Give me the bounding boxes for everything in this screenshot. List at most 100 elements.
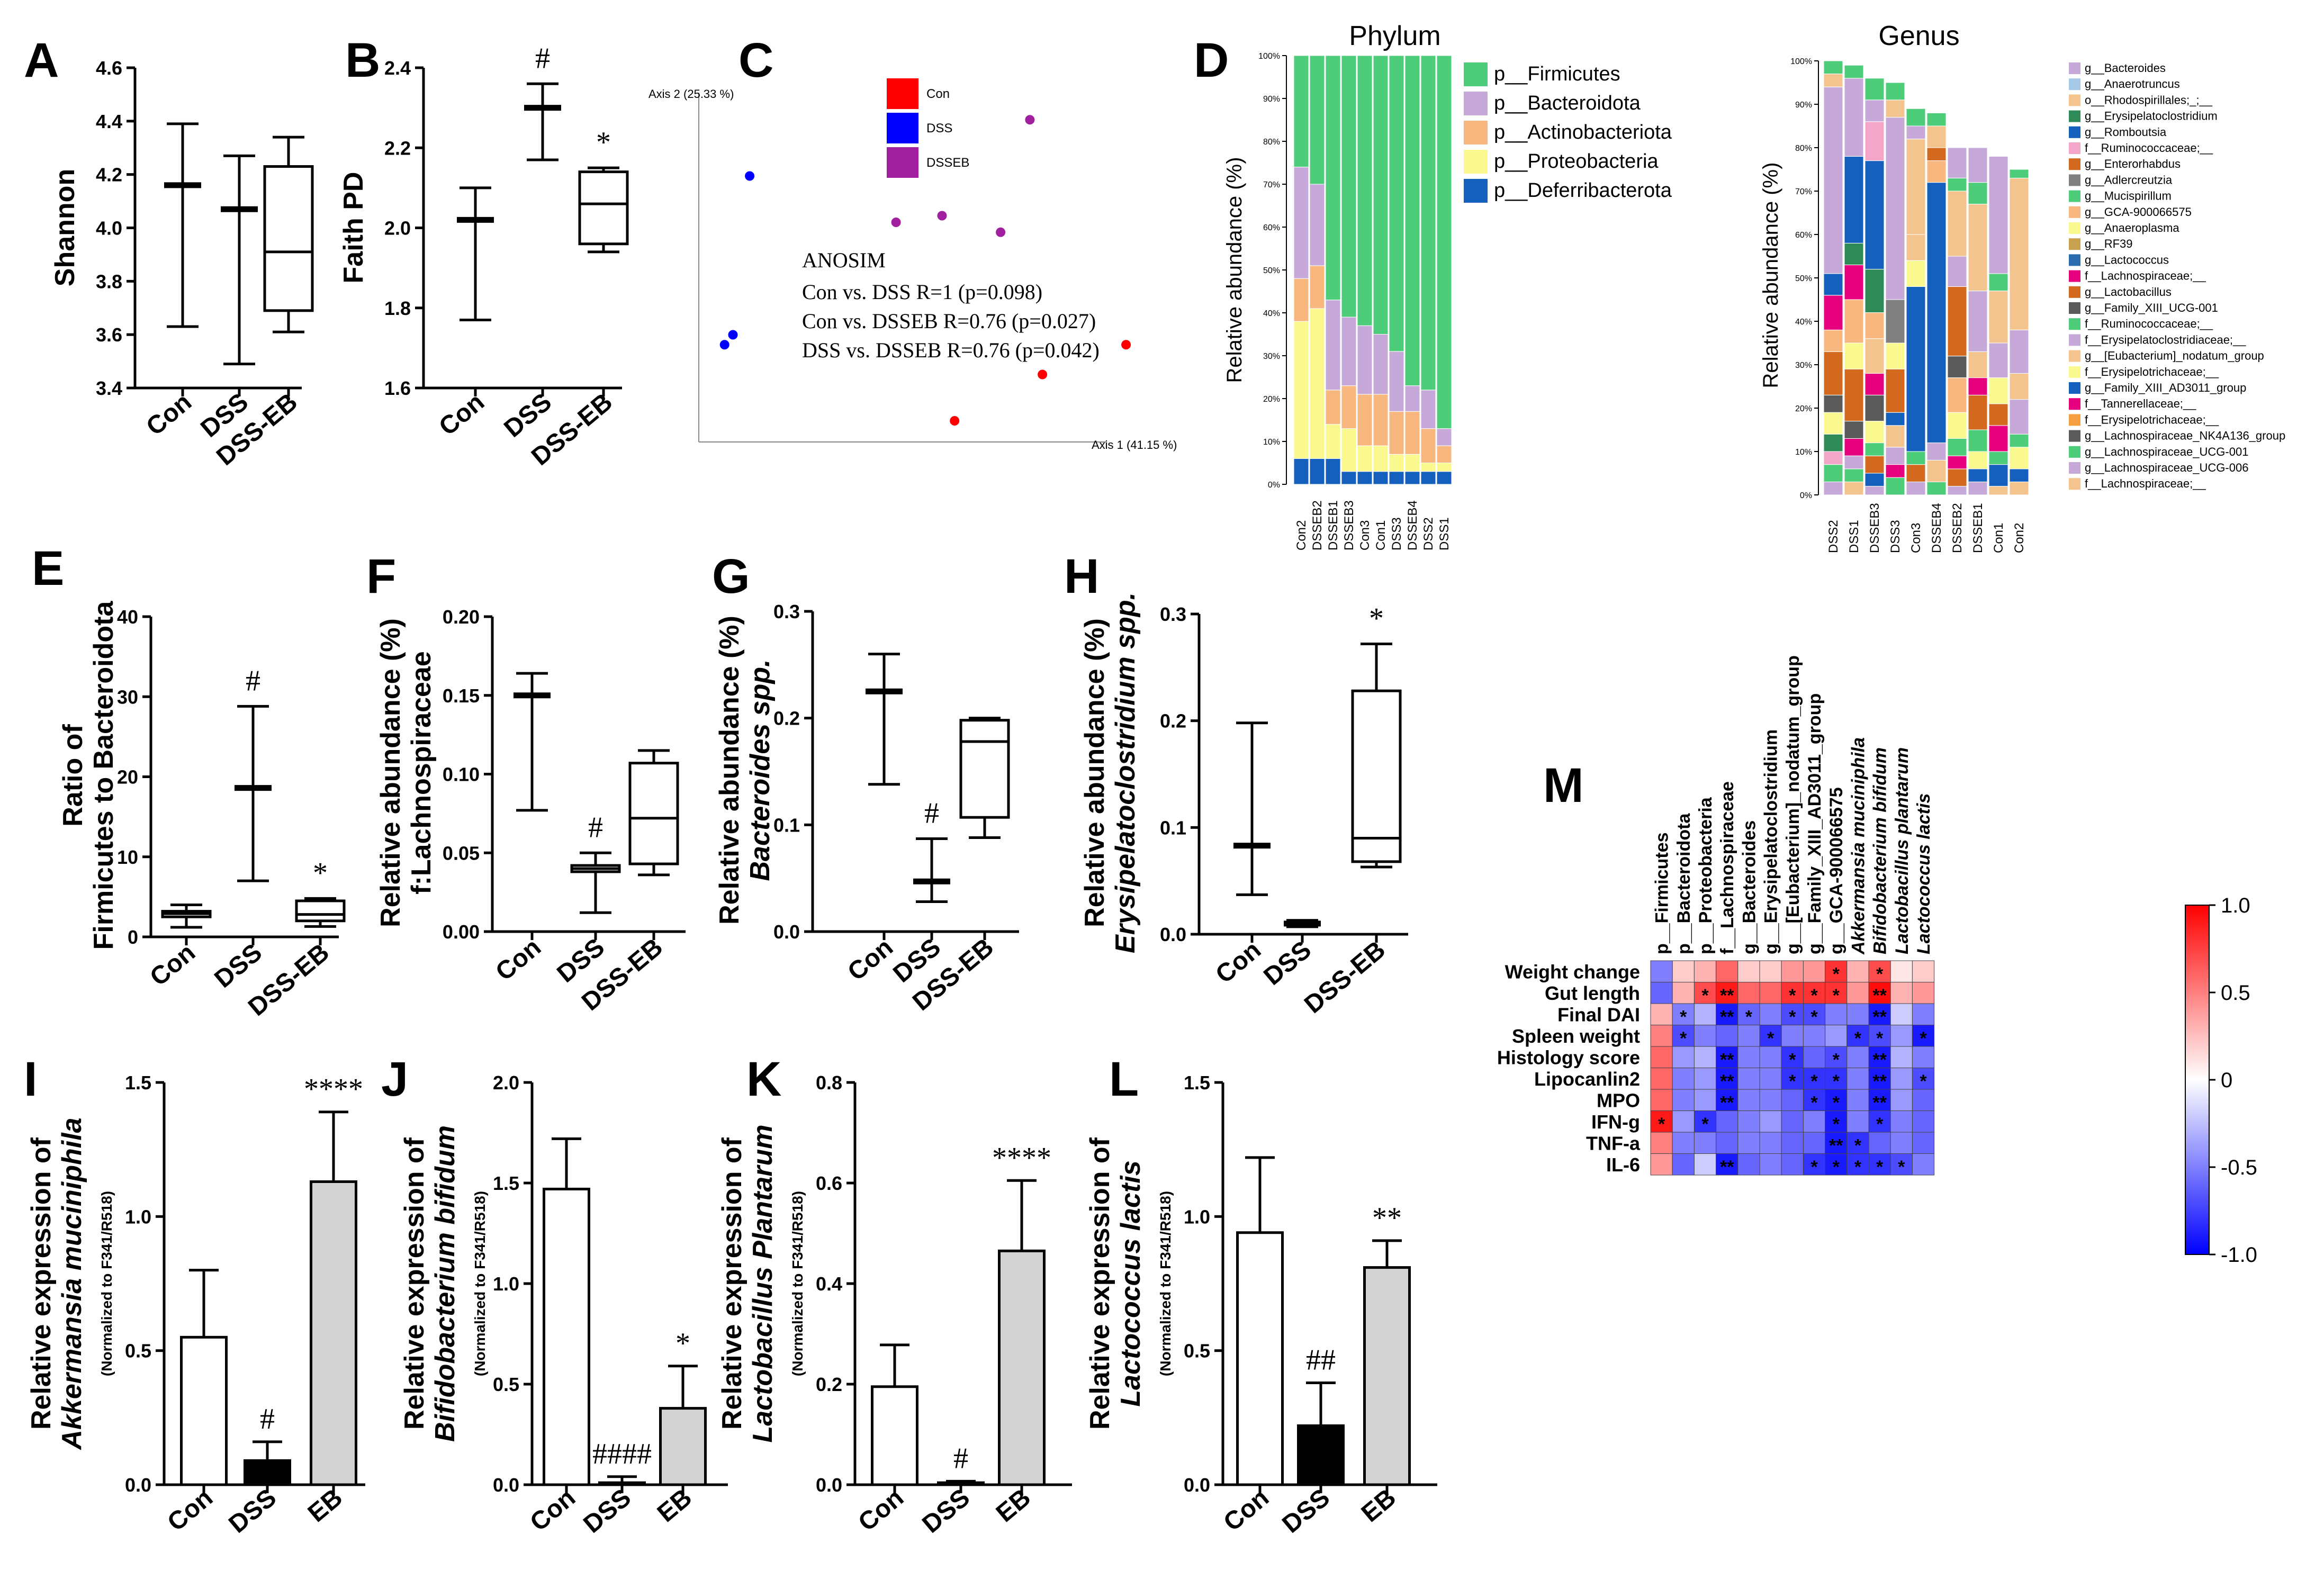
heatmap-star: * [1876, 964, 1884, 984]
heatmap-cell [1868, 1153, 1891, 1176]
bar [244, 1459, 291, 1486]
stacked-segment [1341, 428, 1357, 472]
legend-swatch [2069, 334, 2080, 346]
legend-label: g__Lactococcus [2085, 253, 2169, 266]
heatmap-cell [1759, 982, 1782, 1004]
heatmap-cell [1650, 1110, 1673, 1133]
stacked-segment [1420, 55, 1436, 391]
stacked-segment [1968, 291, 1988, 352]
heatmap-cell [1825, 1132, 1848, 1154]
legend-swatch [2069, 62, 2080, 74]
stacked-segment [1823, 295, 1843, 330]
heatmap-cell [1737, 960, 1760, 982]
stacked-segment [1926, 147, 1947, 161]
stacked-segment [1885, 82, 1905, 101]
significance-mark: # [924, 797, 939, 830]
legend-swatch [887, 147, 918, 178]
x-category-label: DSS2 [1826, 520, 1841, 553]
stacked-segment [1885, 117, 1905, 300]
heatmap-star: ** [1720, 1071, 1734, 1091]
x-category-label: Con [1211, 936, 1267, 989]
legend-swatch [2069, 414, 2080, 426]
stacked-segment [1926, 443, 1947, 461]
legend-label: g__Enterorhabdus [2085, 157, 2181, 170]
heatmap-cell [1737, 1110, 1760, 1133]
stacked-segment [1844, 242, 1864, 265]
x-category-label: DSS2 [1421, 517, 1436, 550]
stacked-segment [1325, 458, 1341, 485]
axis1-label: Axis 1 (41.15 %) [1092, 438, 1177, 452]
x-category-label: DSS [223, 1484, 282, 1539]
y-tick-label: 0.00 [443, 921, 480, 943]
anosim-result: Con vs. DSS R=1 (p=0.098) [802, 280, 1042, 304]
stacked-segment [1436, 428, 1452, 446]
heatmap-star: * [1810, 1071, 1818, 1091]
significance-mark: **** [304, 1073, 363, 1106]
heatmap-star: * [1810, 1093, 1818, 1113]
heatmap-cell [1868, 1003, 1891, 1025]
y-tick-label: 0.2 [816, 1374, 842, 1395]
stacked-segment [1357, 325, 1373, 395]
y-tick-label: 90% [1795, 101, 1812, 110]
heatmap-cell [1803, 982, 1826, 1004]
x-category-label: DSSEB4 [1930, 503, 1944, 553]
stacked-segment [1373, 445, 1389, 472]
heatmap-cell [1650, 1132, 1673, 1154]
y-axis-label-line: Bifidobacterium bifidum [430, 1125, 461, 1442]
heatmap-cell [1890, 982, 1913, 1004]
legend-label: p__Actinobacteriota [1494, 121, 1672, 143]
y-tick-label: 1.8 [384, 297, 411, 319]
stacked-segment [1906, 260, 1926, 287]
heatmap-cell [1650, 1089, 1673, 1111]
heatmap-star: * [1658, 1114, 1665, 1134]
legend-swatch [2069, 430, 2080, 442]
heatmap-row-label: MPO [1597, 1089, 1640, 1111]
heatmap-star: * [1920, 1028, 1927, 1049]
stacked-segment [1325, 55, 1341, 301]
x-category-label: DSSEB1 [1971, 503, 1985, 553]
y-tick-label: 30% [1263, 352, 1280, 361]
legend-swatch [2069, 462, 2080, 474]
heatmap-star: * [1833, 1093, 1840, 1113]
heatmap-star: * [1833, 986, 1840, 1006]
stacked-segment [1844, 455, 1864, 470]
stacked-segment [1968, 351, 1988, 378]
heatmap-cell [1912, 1089, 1935, 1111]
y-axis-label: Faith PD [338, 172, 369, 284]
stacked-segment [1293, 278, 1309, 322]
heatmap-cell [1868, 982, 1891, 1004]
significance-mark: ** [1372, 1202, 1402, 1234]
stacked-segment [1968, 468, 1988, 482]
x-category-label: DSS3 [1888, 520, 1903, 553]
heatmap-star: * [1680, 1028, 1687, 1049]
bar [659, 1407, 707, 1486]
stacked-segment [1864, 100, 1885, 122]
stacked-segment [1404, 55, 1420, 386]
heatmap-cell [1672, 1068, 1695, 1090]
stacked-segment [1404, 411, 1420, 455]
y-axis-label-line: Erysipelatoclostridium spp. [1110, 592, 1141, 953]
stacked-segment [1436, 445, 1452, 463]
heatmap-cell [1759, 1003, 1782, 1025]
legend-label: g__Family_XIII_UCG-001 [2085, 301, 2218, 314]
legend-label: Con [926, 87, 950, 101]
heatmap-column-label: g__GCA-900066575 [1826, 787, 1846, 954]
heatmap-cell [1716, 1153, 1739, 1176]
y-tick-label: 0.0 [773, 921, 800, 943]
stacked-segment [2009, 434, 2029, 448]
y-tick-label: 0.3 [773, 601, 800, 622]
heatmap-star: ** [1872, 986, 1887, 1006]
stacked-segment [1844, 438, 1864, 456]
legend-label: g__Erysipelatoclostridium [2085, 110, 2218, 123]
heatmap-cell [1694, 1003, 1717, 1025]
x-category-label: DSSEB3 [1342, 500, 1356, 550]
y-tick-label: 0.0 [125, 1474, 151, 1496]
stacked-segment [1357, 55, 1373, 326]
legend-swatch [1464, 62, 1488, 86]
panel-letter-l: L [1109, 1052, 1139, 1106]
y-tick-label: 0 [128, 926, 138, 948]
stacked-segment [1864, 160, 1885, 270]
stacked-segment [1968, 182, 1988, 205]
